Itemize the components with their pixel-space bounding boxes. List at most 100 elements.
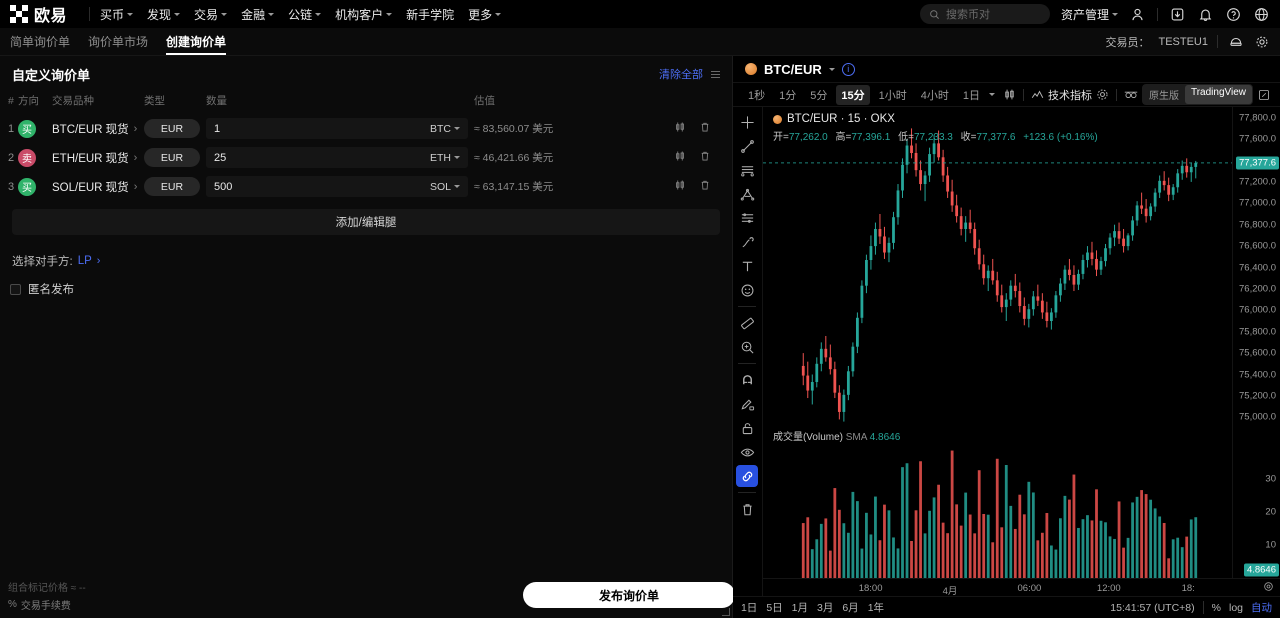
time-settings-icon[interactable] [1263, 581, 1274, 595]
crosshair-icon[interactable] [736, 111, 758, 133]
timeframe-1h[interactable]: 1小时 [878, 89, 907, 102]
indicators-label[interactable]: 技术指标 [1047, 89, 1092, 102]
clear-all-button[interactable]: 清除全部 [658, 69, 703, 81]
timeframe-15m[interactable]: 15分 [836, 84, 870, 105]
search-input[interactable]: 搜索币对 [919, 4, 1050, 24]
gear-icon[interactable] [1253, 33, 1270, 50]
price-plot[interactable]: BTC/EUR · 15 · OKX 开=77,262.0 高=77,396.1… [762, 107, 1232, 428]
chart-type-icon[interactable] [1003, 88, 1016, 101]
unit-selector[interactable]: ETH [430, 152, 460, 164]
nav-item-chain[interactable]: 公链 [288, 6, 322, 23]
delete-icon[interactable] [699, 150, 711, 165]
range-1y[interactable]: 1年 [867, 602, 885, 614]
checkbox-icon[interactable] [10, 283, 21, 295]
globe-icon[interactable] [1253, 6, 1270, 23]
timeframe-1d[interactable]: 1日 [962, 89, 980, 102]
quantity-field[interactable]: BTC [206, 118, 468, 139]
nav-item-institutional[interactable]: 机构客户 [335, 6, 393, 23]
unit-selector[interactable]: SOL [430, 181, 460, 193]
ruler-icon[interactable] [736, 312, 758, 334]
asset-management-menu[interactable]: 资产管理 [1061, 6, 1118, 23]
sync-link-icon[interactable] [736, 465, 759, 487]
view-mode-native[interactable]: 原生版 [1148, 91, 1179, 102]
info-icon[interactable]: i [841, 62, 855, 76]
range-3mo[interactable]: 3月 [817, 602, 834, 614]
row-direction[interactable]: 卖 [18, 143, 52, 172]
quantity-field[interactable]: SOL [206, 176, 468, 197]
counterparty-selector[interactable]: 选择对手方: LP › [12, 253, 732, 269]
row-symbol[interactable]: ETH/EUR 现货 › [52, 143, 144, 172]
download-icon[interactable] [1169, 6, 1186, 23]
fullscreen-icon[interactable] [1258, 89, 1270, 101]
timeframe-1m[interactable]: 1分 [779, 89, 797, 102]
log-scale-button[interactable]: log [1228, 601, 1243, 614]
compare-icon[interactable] [1124, 88, 1138, 101]
tab-create-rfq[interactable]: 创建询价单 [166, 28, 227, 55]
candlestick-icon[interactable] [674, 150, 686, 165]
publish-rfq-button[interactable]: 发布询价单 [523, 582, 735, 608]
time-axis[interactable]: 18:00 4月 06:00 12:00 18: [762, 578, 1280, 597]
view-mode-tradingview[interactable]: TradingView [1184, 85, 1252, 104]
row-type[interactable]: EUR [144, 143, 206, 172]
okx-logo[interactable]: 欧易 [10, 2, 67, 26]
nav-item-buy-crypto[interactable]: 买币 [100, 6, 134, 23]
direction-badge-buy[interactable]: 买 [18, 177, 36, 196]
range-5d[interactable]: 5日 [766, 602, 783, 614]
user-icon[interactable] [1129, 6, 1146, 23]
trash-icon[interactable] [736, 498, 758, 520]
resize-handle[interactable] [721, 608, 730, 616]
zoom-icon[interactable] [736, 336, 758, 358]
row-direction[interactable]: 买 [18, 172, 52, 201]
type-pill[interactable]: EUR [144, 119, 200, 138]
anonymous-publish-checkbox[interactable]: 匿名发布 [10, 281, 732, 297]
row-symbol[interactable]: BTC/EUR 现货 › [52, 114, 144, 143]
range-1mo[interactable]: 1月 [791, 602, 808, 614]
emoji-icon[interactable] [736, 279, 758, 301]
quantity-input[interactable] [214, 151, 430, 164]
unit-selector[interactable]: BTC [430, 123, 460, 135]
tab-rfq-market[interactable]: 询价单市场 [88, 28, 148, 55]
type-pill[interactable]: EUR [144, 148, 200, 167]
quantity-field[interactable]: ETH [206, 147, 468, 168]
range-6mo[interactable]: 6月 [842, 602, 859, 614]
range-1d[interactable]: 1日 [740, 602, 758, 614]
candlestick-icon[interactable] [674, 179, 686, 194]
volume-axis[interactable]: 30 20 10 4.8646 [1232, 428, 1280, 578]
nav-item-discover[interactable]: 发现 [147, 6, 181, 23]
text-tool-icon[interactable] [736, 255, 758, 277]
row-type[interactable]: EUR [144, 172, 206, 201]
row-direction[interactable]: 买 [18, 114, 52, 143]
quantity-input[interactable] [214, 180, 430, 193]
delete-icon[interactable] [699, 121, 711, 136]
timeframe-5m[interactable]: 5分 [810, 89, 828, 102]
row-symbol[interactable]: SOL/EUR 现货 › [52, 172, 144, 201]
edit-lock-icon[interactable] [736, 393, 758, 415]
fibonacci-icon[interactable] [736, 207, 758, 229]
quantity-input[interactable] [214, 122, 430, 135]
timeframe-1s[interactable]: 1秒 [747, 89, 766, 102]
lock-icon[interactable] [736, 417, 758, 439]
pitchfork-icon[interactable] [736, 183, 758, 205]
symbol-selector[interactable]: ETH/EUR 现货 › [52, 150, 144, 166]
nav-item-academy[interactable]: 新手学院 [406, 6, 454, 23]
nav-item-more[interactable]: 更多 [468, 6, 502, 23]
price-axis[interactable]: 77,800.077,600.077,400.077,200.077,000.0… [1232, 107, 1280, 428]
symbol-selector[interactable]: BTC/EUR 现货 › [52, 121, 144, 137]
gear-icon[interactable] [1096, 88, 1109, 101]
bell-icon[interactable] [1197, 6, 1214, 23]
horizontal-lines-icon[interactable] [736, 159, 758, 181]
row-type[interactable]: EUR [144, 114, 206, 143]
indicators-icon[interactable] [1031, 88, 1044, 101]
brush-icon[interactable] [736, 231, 758, 253]
eye-icon[interactable] [736, 441, 758, 463]
candlestick-icon[interactable] [674, 121, 686, 136]
nav-item-trade[interactable]: 交易 [194, 6, 228, 23]
helmet-icon[interactable] [1227, 33, 1244, 50]
type-pill[interactable]: EUR [144, 177, 200, 196]
tab-simple-rfq[interactable]: 简单询价单 [10, 28, 70, 55]
percent-scale-button[interactable]: % [1211, 601, 1221, 614]
chevron-down-icon[interactable] [828, 67, 835, 71]
nav-item-finance[interactable]: 金融 [241, 6, 275, 23]
timeframe-4h[interactable]: 4小时 [920, 89, 949, 102]
magnet-icon[interactable] [736, 369, 758, 391]
